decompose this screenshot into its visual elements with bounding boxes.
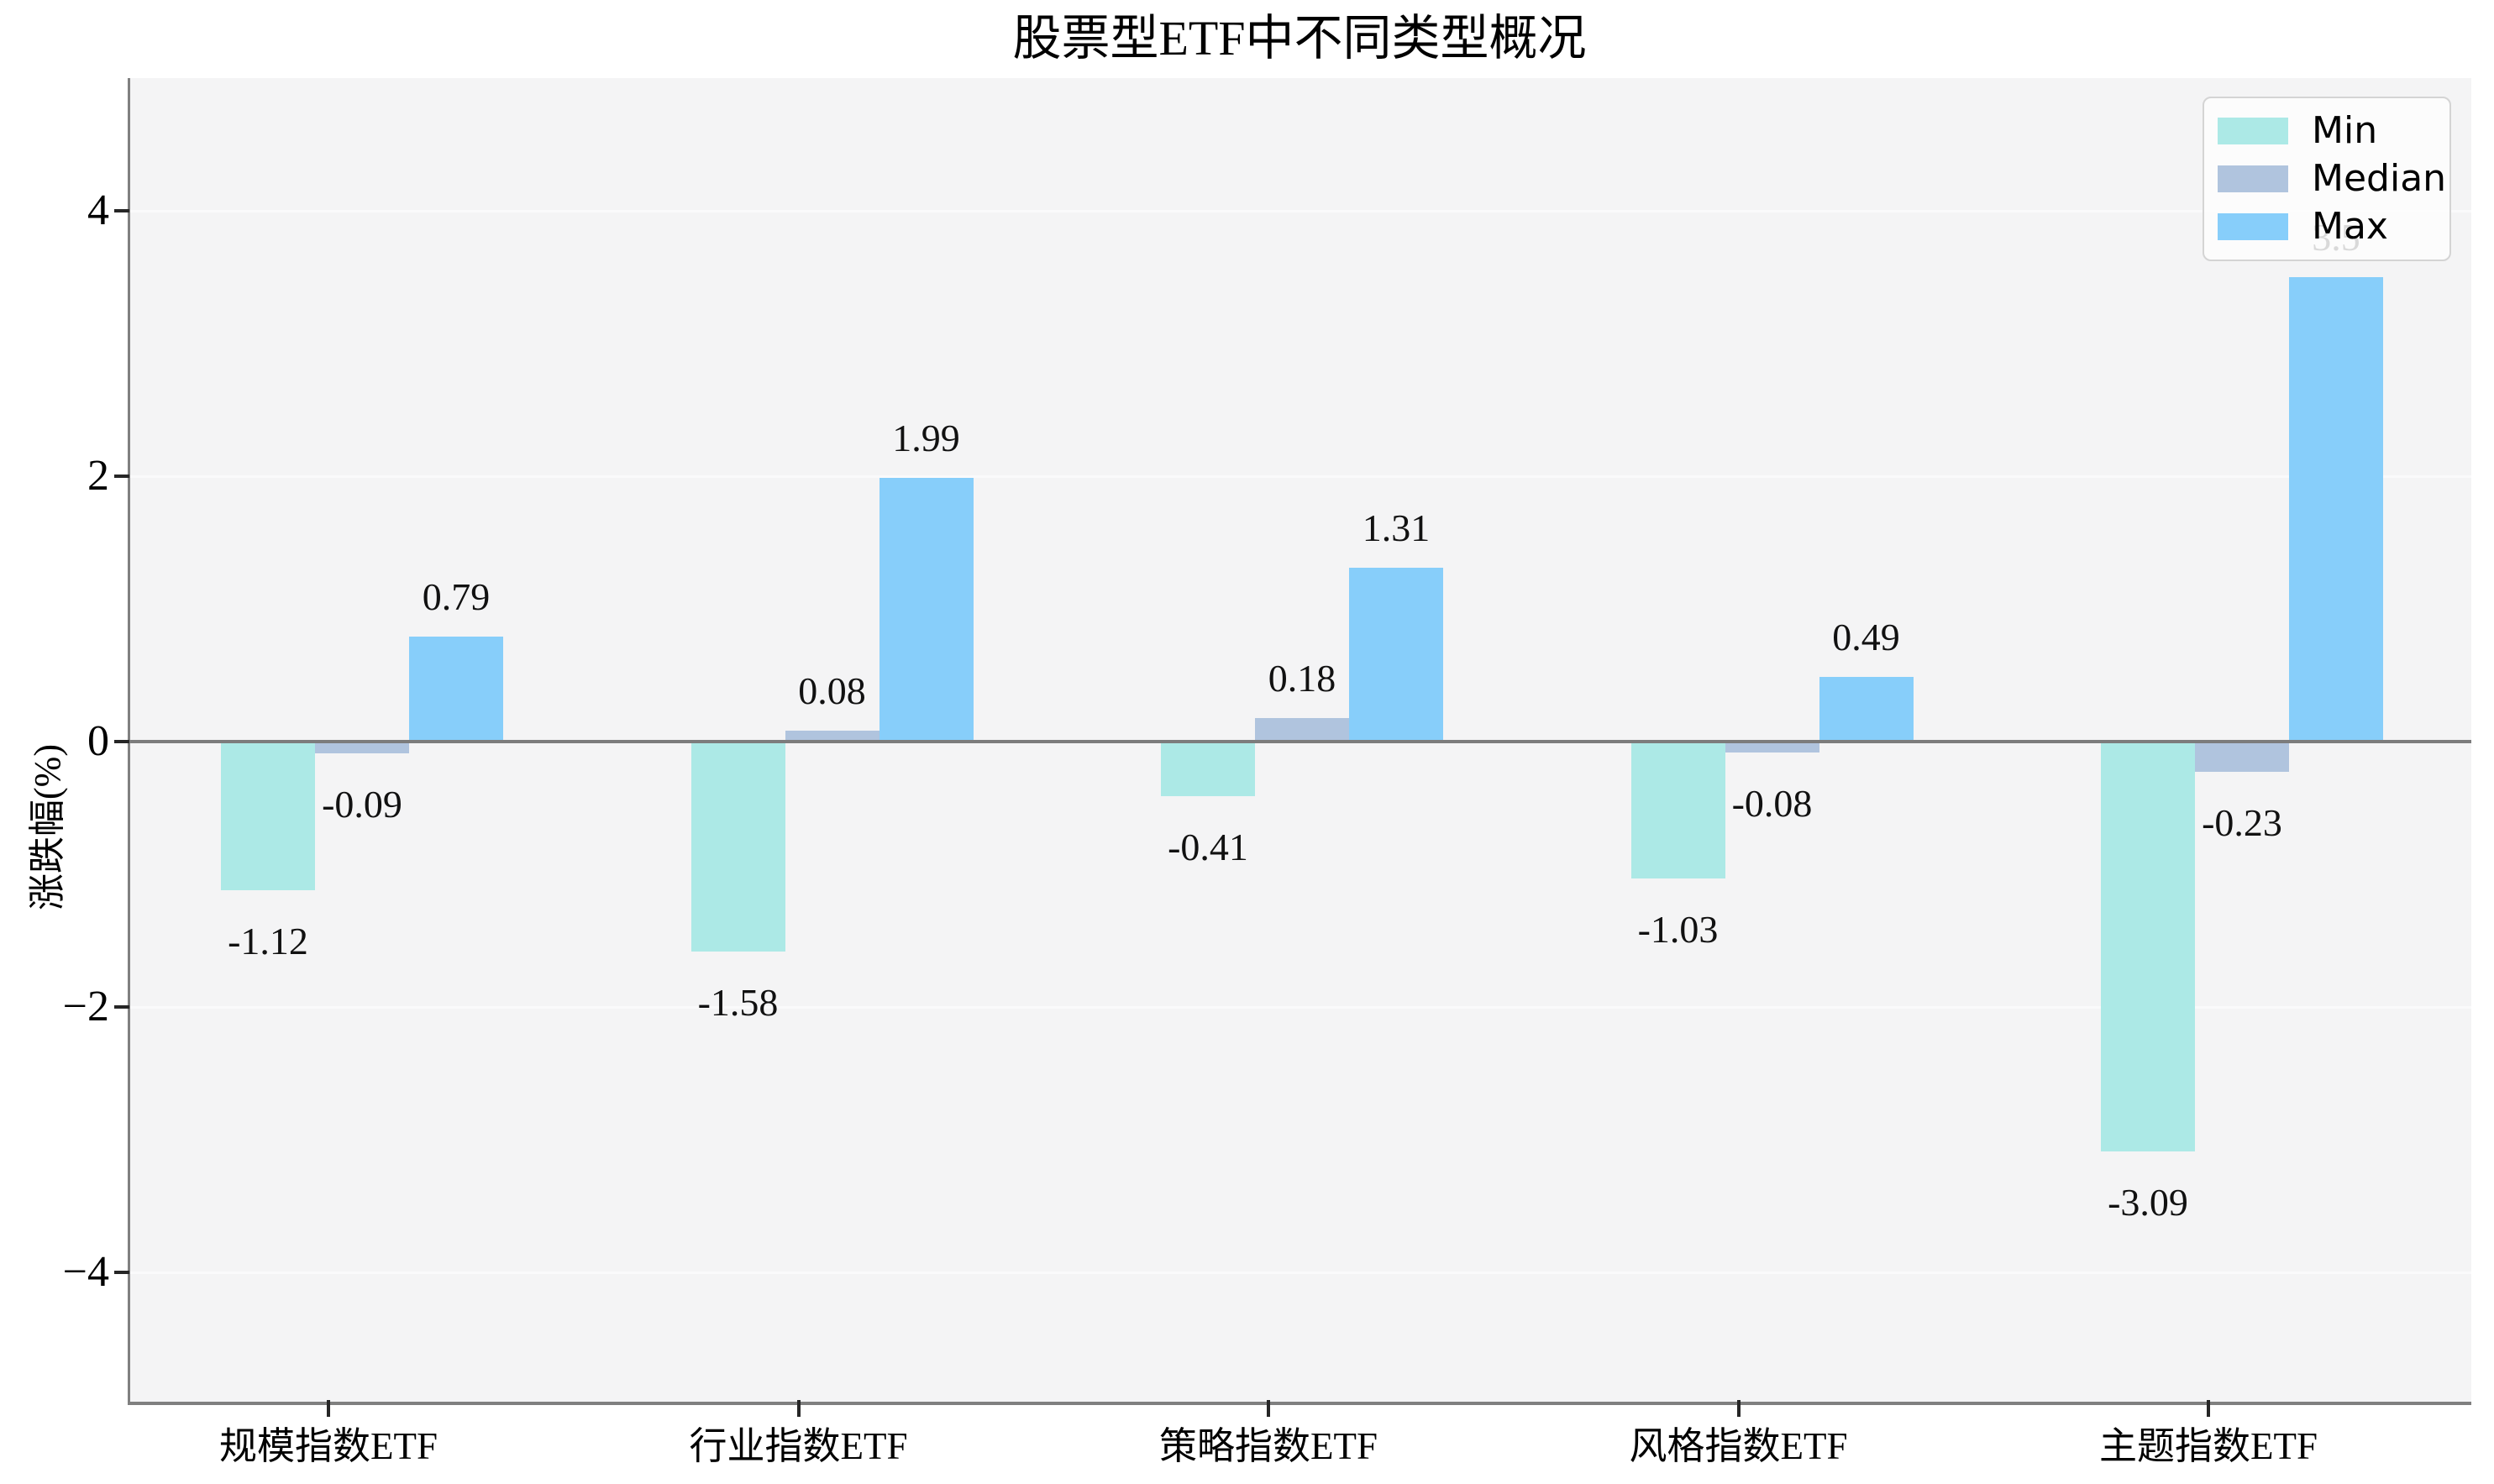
legend-swatch-min [2218,118,2288,144]
chart-title: 股票型ETF中不同类型概况 [1012,11,1587,66]
x-axis-category-label: 行业指数ETF [689,1425,908,1467]
legend: Min Median Max [2203,97,2451,261]
bar-median-2 [785,731,879,742]
legend-label-max: Max [2312,205,2388,248]
zero-baseline [128,740,2471,743]
bar-min-3 [1161,742,1255,796]
x-tick-mark [327,1400,330,1417]
x-axis-category-label: 策略指数ETF [1158,1425,1378,1467]
plot-area: -1.12 -0.09 0.79 -1.58 0.08 1.99 -0.41 0.18 1.31… [114,78,2471,1417]
x-tick-mark [2207,1400,2210,1417]
x-tick-mark [796,1400,801,1417]
bar-median-1 [315,742,409,754]
bar-min-1 [221,742,315,890]
bar-max-4 [1819,676,1914,742]
gridline-y-4 [128,210,2471,212]
bar-value-label: -1.12 [228,919,308,962]
bar-value-label: -1.58 [697,980,779,1024]
y-tick-mark [114,1271,129,1274]
bar-min-5 [2101,742,2195,1152]
legend-item-max: Max [2218,204,2436,249]
bar-value-label: 1.99 [892,416,960,459]
bar-value-label: 0.18 [1268,656,1336,700]
y-tick-label: −2 [62,983,109,1030]
y-tick-mark [114,209,129,212]
bar-max-5 [2289,277,2383,742]
y-tick-mark [114,475,129,478]
legend-label-min: Min [2312,109,2378,152]
y-tick-label: −4 [62,1248,109,1296]
gridline-y-−4 [128,1272,2471,1274]
bar-value-label: -3.09 [2108,1181,2188,1224]
x-axis-spine [128,1402,2471,1405]
x-tick-mark [1267,1400,1270,1417]
bar-median-5 [2195,742,2289,773]
bar-median-4 [1725,742,1819,752]
x-axis-category-label: 主题指数ETF [2098,1425,2318,1467]
bar-value-label: -0.08 [1731,781,1813,825]
legend-item-median: Median [2218,156,2446,202]
y-tick-label: 2 [87,452,109,500]
legend-swatch-median [2218,165,2288,192]
y-tick-mark [114,740,129,743]
bar-value-label: -0.09 [322,783,402,826]
x-tick-mark [1736,1400,1741,1417]
legend-label-median: Median [2312,157,2447,200]
x-axis-category-label: 风格指数ETF [1629,1425,1848,1467]
y-tick-label: 4 [87,186,109,234]
bar-value-label: 1.31 [1362,506,1431,550]
legend-item-min: Min [2218,108,2436,154]
legend-swatch-max [2218,213,2288,240]
bar-value-label: -0.23 [2202,801,2282,845]
bar-max-2 [879,477,974,742]
bar-max-1 [409,637,503,742]
y-tick-mark [114,1005,129,1009]
bar-min-4 [1630,742,1725,878]
bar-value-label: 0.08 [798,669,866,713]
bar-value-label: -0.41 [1168,825,1248,868]
gridline-y-−2 [128,1006,2471,1009]
bar-value-label: -1.03 [1637,907,1719,951]
y-axis-label: 涨跌幅(%) [27,744,68,910]
bar-value-label: 0.49 [1832,615,1900,658]
y-tick-label: 0 [87,717,109,765]
bar-min-2 [690,742,785,952]
bar-max-3 [1349,568,1443,742]
gridline-y-2 [128,475,2471,478]
bar-value-label: 0.79 [422,575,491,619]
x-axis-category-label: 规模指数ETF [218,1425,438,1467]
bar-median-3 [1255,717,1349,742]
